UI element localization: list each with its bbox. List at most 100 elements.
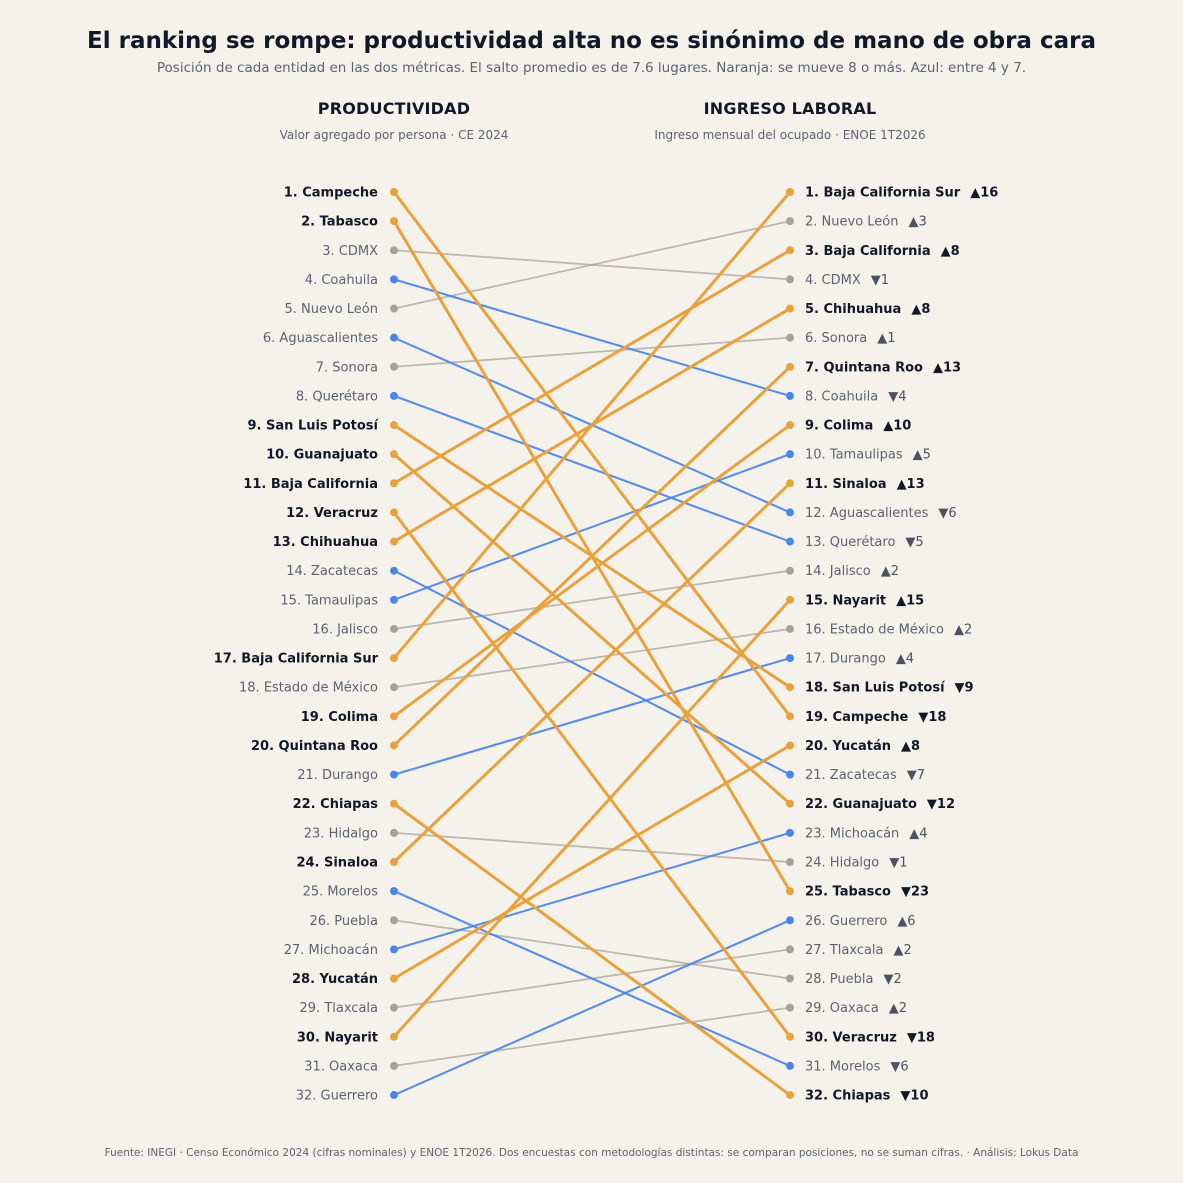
right-rank-label: 8. Coahuila ▼4	[805, 389, 906, 404]
left-point	[390, 275, 398, 284]
delta-label: ▲3	[908, 215, 926, 230]
left-rank-label: 14. Zacatecas	[286, 564, 378, 579]
delta-label: ▲13	[933, 360, 961, 375]
right-point	[786, 1003, 794, 1012]
right-rank-label: 1. Baja California Sur ▲16	[805, 186, 998, 201]
left-rank-label: 20. Quintana Roo	[251, 739, 378, 754]
delta-label: ▲10	[883, 419, 911, 434]
delta-label: ▼1	[889, 855, 907, 870]
slope-line	[392, 423, 792, 718]
left-rank-label: 22. Chiapas	[293, 797, 379, 812]
slope-line	[392, 278, 792, 397]
right-point	[786, 595, 794, 604]
delta-label: ▼18	[918, 710, 946, 725]
right-rank-label: 30. Veracruz ▼18	[805, 1030, 935, 1045]
right-point	[786, 799, 794, 808]
right-point	[786, 391, 794, 400]
left-point	[390, 945, 398, 954]
right-point	[786, 508, 794, 517]
right-rank-label: 20. Yucatán ▲8	[805, 739, 920, 754]
left-point	[390, 712, 398, 721]
delta-label: ▼6	[938, 506, 956, 521]
right-point	[786, 741, 794, 750]
slope-line	[393, 628, 791, 689]
right-point	[786, 537, 794, 546]
delta-label: ▼10	[900, 1089, 928, 1104]
delta-label: ▼23	[901, 885, 929, 900]
left-rank-label: 24. Sinaloa	[296, 855, 378, 870]
right-rank-label: 11. Sinaloa ▲13	[805, 477, 925, 492]
left-rank-label: 21. Durango	[297, 768, 378, 783]
right-rank-label: 13. Querétaro ▼5	[805, 535, 924, 550]
right-point	[786, 945, 794, 954]
right-point	[786, 450, 794, 459]
slope-line	[392, 190, 792, 660]
delta-label: ▼9	[955, 681, 974, 696]
slope-line	[392, 919, 792, 1097]
left-point	[390, 537, 398, 546]
left-point	[390, 450, 398, 459]
right-rank-label: 23. Michoacán ▲4	[805, 826, 928, 841]
delta-label: ▲2	[893, 943, 911, 958]
left-rank-label: 9. San Luis Potosí	[248, 419, 380, 434]
right-point	[786, 566, 794, 575]
right-rank-label: 15. Nayarit ▲15	[805, 593, 924, 608]
right-rank-label: 26. Guerrero ▲6	[805, 914, 916, 929]
right-rank-label: 19. Campeche ▼18	[805, 710, 946, 725]
left-point	[390, 246, 398, 255]
left-point	[390, 770, 398, 779]
left-point	[390, 508, 398, 517]
delta-label: ▲2	[954, 622, 972, 637]
right-point	[786, 828, 794, 837]
delta-label: ▼12	[927, 797, 955, 812]
right-point	[786, 1061, 794, 1070]
left-rank-label: 26. Puebla	[310, 914, 379, 929]
left-point	[390, 654, 398, 663]
left-point	[390, 799, 398, 808]
right-rank-label: 31. Morelos ▼6	[805, 1059, 909, 1074]
slope-line	[392, 802, 792, 1097]
right-column-subtitle: Ingreso mensual del ocupado · ENOE 1T202…	[654, 128, 926, 142]
right-rank-label: 21. Zacatecas ▼7	[805, 768, 925, 783]
slope-line	[392, 657, 792, 776]
right-point	[786, 770, 794, 779]
right-rank-label: 6. Sonora ▲1	[805, 331, 896, 346]
right-rank-label: 4. CDMX ▼1	[805, 273, 889, 288]
right-point	[786, 362, 794, 371]
right-rank-label: 24. Hidalgo ▼1	[805, 855, 908, 870]
left-rank-label: 31. Oaxaca	[304, 1059, 378, 1074]
right-rank-label: 2. Nuevo León ▲3	[805, 215, 927, 230]
left-point	[390, 1032, 398, 1041]
slope-line	[392, 248, 792, 485]
delta-label: ▼1	[871, 273, 889, 288]
chart-subtitle: Posición de cada entidad en las dos métr…	[156, 60, 1027, 76]
delta-label: ▲6	[897, 914, 915, 929]
delta-label: ▲8	[941, 244, 960, 259]
left-rank-label: 16. Jalisco	[312, 622, 378, 637]
left-rank-label: 19. Colima	[301, 710, 378, 725]
delta-label: ▲15	[896, 593, 924, 608]
slope-line	[392, 510, 792, 1039]
slope-line	[392, 890, 792, 1067]
left-rank-label: 12. Veracruz	[286, 506, 378, 521]
left-rank-label: 8. Querétaro	[296, 389, 378, 404]
delta-label: ▼2	[884, 972, 902, 987]
lines-small-moves	[393, 220, 791, 1067]
slope-line	[393, 336, 791, 368]
delta-label: ▼6	[890, 1059, 908, 1074]
left-point	[390, 1061, 398, 1070]
right-point	[786, 421, 794, 430]
left-rank-label: 11. Baja California	[243, 477, 378, 492]
left-rank-label: 1. Campeche	[284, 186, 378, 201]
left-column-subtitle: Valor agregado por persona · CE 2024	[279, 128, 509, 142]
slope-line	[392, 365, 792, 747]
left-rank-label: 5. Nuevo León	[285, 302, 378, 317]
left-rank-label: 29. Tlaxcala	[300, 1001, 378, 1016]
right-rank-label: 27. Tlaxcala ▲2	[805, 943, 912, 958]
left-point	[390, 479, 398, 488]
right-rank-label: 28. Puebla ▼2	[805, 972, 902, 987]
right-point	[786, 304, 794, 313]
right-rank-label: 5. Chihuahua ▲8	[805, 302, 930, 317]
right-rank-label: 16. Estado de México ▲2	[805, 622, 972, 637]
